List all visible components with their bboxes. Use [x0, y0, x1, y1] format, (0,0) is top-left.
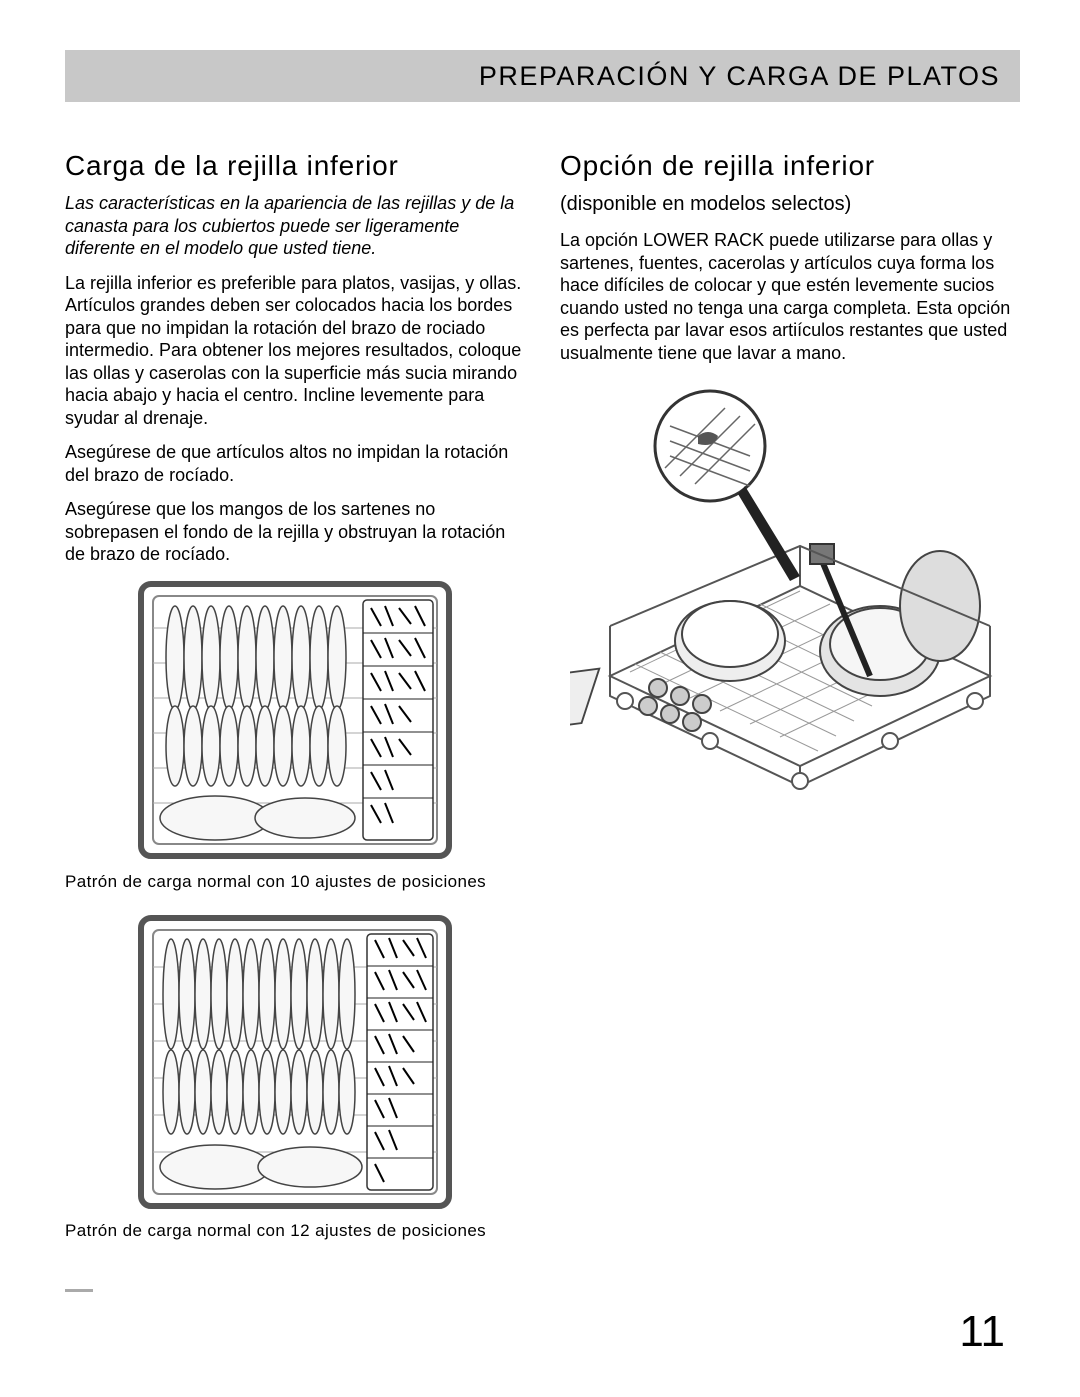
rack-12-svg — [135, 912, 455, 1212]
left-column: Carga de la rejilla inferior Las caracte… — [65, 150, 525, 1261]
header-title: PREPARACIÓN Y CARGA DE PLATOS — [479, 61, 1000, 92]
page-number: 11 — [959, 1307, 1005, 1357]
header-bar: PREPARACIÓN Y CARGA DE PLATOS — [65, 50, 1020, 102]
page: PREPARACIÓN Y CARGA DE PLATOS Carga de l… — [0, 0, 1080, 1397]
illustration-rack-10 — [65, 578, 525, 863]
left-italic-note: Las características en la apariencia de … — [65, 192, 525, 260]
illustration-rack-12 — [65, 912, 525, 1212]
illustration-iso — [560, 376, 1020, 796]
right-subhead: (disponible en modelos selectos) — [560, 192, 1020, 217]
caption-12: Patrón de carga normal con 12 ajustes de… — [65, 1220, 525, 1241]
caption-10: Patrón de carga normal con 10 ajustes de… — [65, 871, 525, 892]
left-p3: Asegúrese que los mangos de los sartenes… — [65, 498, 525, 566]
rack-10-svg — [135, 578, 455, 863]
right-heading: Opción de rejilla inferior — [560, 150, 1020, 182]
content-columns: Carga de la rejilla inferior Las caracte… — [65, 150, 1020, 1261]
rack-iso-svg — [570, 376, 1010, 796]
left-p2: Asegúrese de que artículos altos no impi… — [65, 441, 525, 486]
right-p1: La opción LOWER RACK puede utilizarse pa… — [560, 229, 1020, 364]
left-p1: La rejilla inferior es preferible para p… — [65, 272, 525, 430]
left-heading: Carga de la rejilla inferior — [65, 150, 525, 182]
footer-tick — [65, 1289, 93, 1292]
right-column: Opción de rejilla inferior (disponible e… — [560, 150, 1020, 1261]
